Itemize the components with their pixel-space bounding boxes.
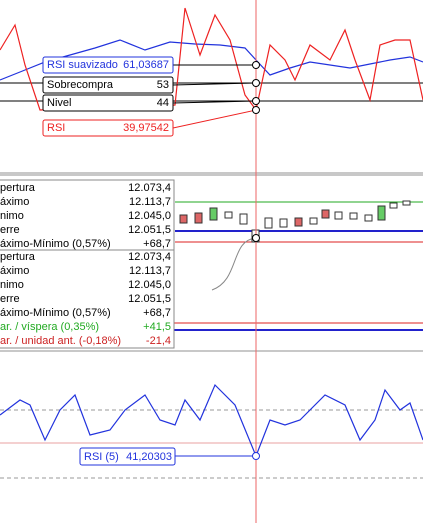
row-name: ar. / víspera (0,35%)	[0, 321, 99, 333]
row-value: 12.045,0	[128, 210, 171, 222]
row-value: 12.113,7	[129, 196, 171, 208]
connector	[211, 237, 257, 291]
label-value: 41,20303	[126, 451, 172, 463]
label-box	[42, 56, 174, 74]
row-name: áximo-Mínimo (0,57%)	[0, 307, 111, 319]
dot	[252, 61, 260, 69]
row-value: 12.045,0	[128, 279, 171, 291]
label-box	[42, 94, 174, 112]
label-name: RSI suavizado	[47, 59, 118, 71]
row-name: ar. / unidad ant. (-0,18%)	[0, 335, 121, 347]
label-name: RSI (5)	[84, 451, 119, 463]
row-name: áximo-Mínimo (0,57%)	[0, 238, 111, 250]
row-value: 12.051,5	[128, 224, 171, 236]
row-value: 12.073,4	[128, 251, 171, 263]
label-box	[79, 447, 176, 466]
row-name: áximo	[0, 196, 29, 208]
connector	[172, 82, 257, 86]
connector	[172, 100, 257, 104]
row-name: erre	[0, 224, 20, 236]
smoothed-rsi-line	[0, 39, 423, 81]
label-value: 61,03687	[123, 59, 169, 71]
row-name: nimo	[0, 279, 24, 291]
row-name: erre	[0, 293, 20, 305]
row-name: pertura	[0, 251, 36, 263]
tooltip-box	[0, 249, 175, 349]
dot	[252, 97, 260, 105]
row-value: 12.073,4	[128, 182, 171, 194]
dot	[252, 106, 260, 114]
row-value: +68,7	[143, 307, 171, 319]
row-value: +41,5	[143, 321, 171, 333]
dot	[252, 234, 260, 242]
divider	[0, 172, 423, 176]
row-name: nimo	[0, 210, 24, 222]
row-value: 12.113,7	[129, 265, 171, 277]
label-value: 39,97542	[123, 122, 169, 134]
row-value: 12.051,5	[128, 293, 171, 305]
label-value: 53	[157, 79, 169, 91]
label-box	[42, 119, 174, 137]
row-name: pertura	[0, 182, 36, 194]
label-name: RSI	[47, 122, 65, 134]
label-box	[42, 76, 174, 94]
row-name: áximo	[0, 265, 29, 277]
dot	[252, 79, 260, 87]
rsi5-line	[0, 383, 423, 458]
label-value: 44	[157, 97, 169, 109]
label-name: Nivel	[47, 97, 71, 109]
divider	[0, 350, 423, 352]
dot	[252, 452, 260, 460]
row-value: -21,4	[146, 335, 171, 347]
row-value: +68,7	[143, 238, 171, 250]
label-name: Sobrecompra	[47, 79, 114, 91]
tooltip-box	[0, 179, 175, 251]
connector	[172, 109, 257, 129]
